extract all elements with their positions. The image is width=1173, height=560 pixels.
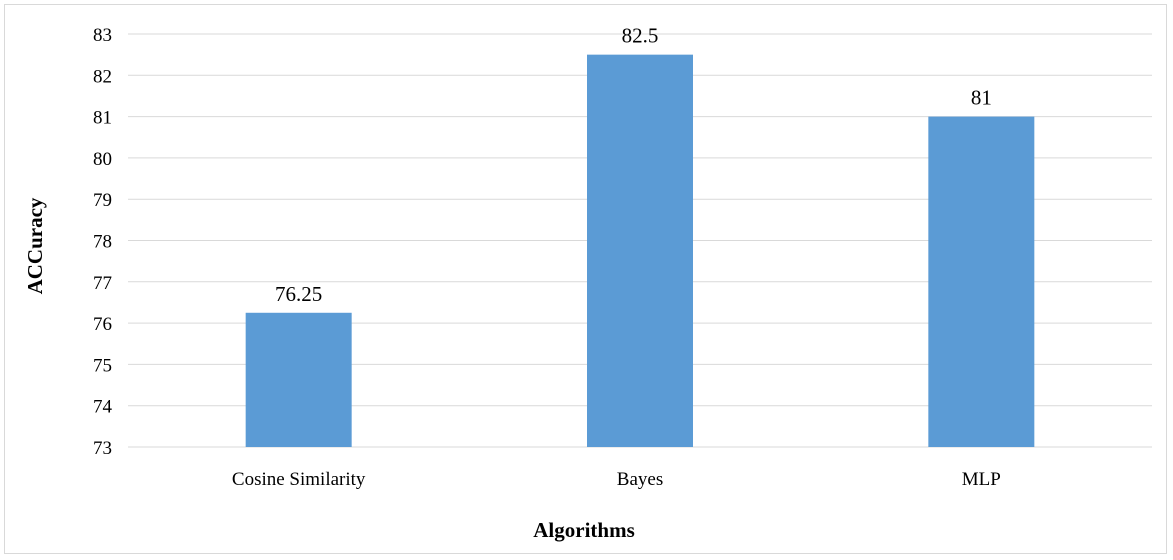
x-tick-label: Cosine Similarity <box>232 469 366 490</box>
bar-bayes <box>587 54 693 448</box>
y-tick-label: 83 <box>93 25 112 46</box>
x-axis-title: Algorithms <box>533 518 635 542</box>
bar-mlp <box>928 116 1035 447</box>
y-tick-label: 73 <box>93 438 112 459</box>
y-tick-label: 79 <box>93 190 112 211</box>
y-tick-label: 78 <box>93 232 112 253</box>
y-tick-label: 81 <box>93 108 112 129</box>
y-tick-label: 80 <box>93 149 112 170</box>
x-tick-label: MLP <box>962 469 1001 490</box>
y-tick-label: 82 <box>93 66 112 87</box>
data-labels: 76.25 82.5 81 <box>275 24 992 306</box>
y-tick-label: 74 <box>93 397 113 418</box>
x-axis-ticks: Cosine Similarity Bayes MLP <box>232 469 1001 490</box>
y-axis-title: ACCuracy <box>23 197 47 294</box>
y-tick-label: 75 <box>93 355 112 376</box>
data-label: 76.25 <box>275 282 322 306</box>
y-tick-label: 77 <box>93 273 112 294</box>
y-axis-ticks: 73 74 75 76 77 78 79 80 81 82 83 <box>93 25 113 459</box>
x-tick-label: Bayes <box>617 469 663 490</box>
data-label: 81 <box>971 86 992 110</box>
y-tick-label: 76 <box>93 314 112 335</box>
data-label: 82.5 <box>622 24 659 48</box>
bars <box>245 54 1035 448</box>
bar-cosine-similarity <box>245 312 352 447</box>
